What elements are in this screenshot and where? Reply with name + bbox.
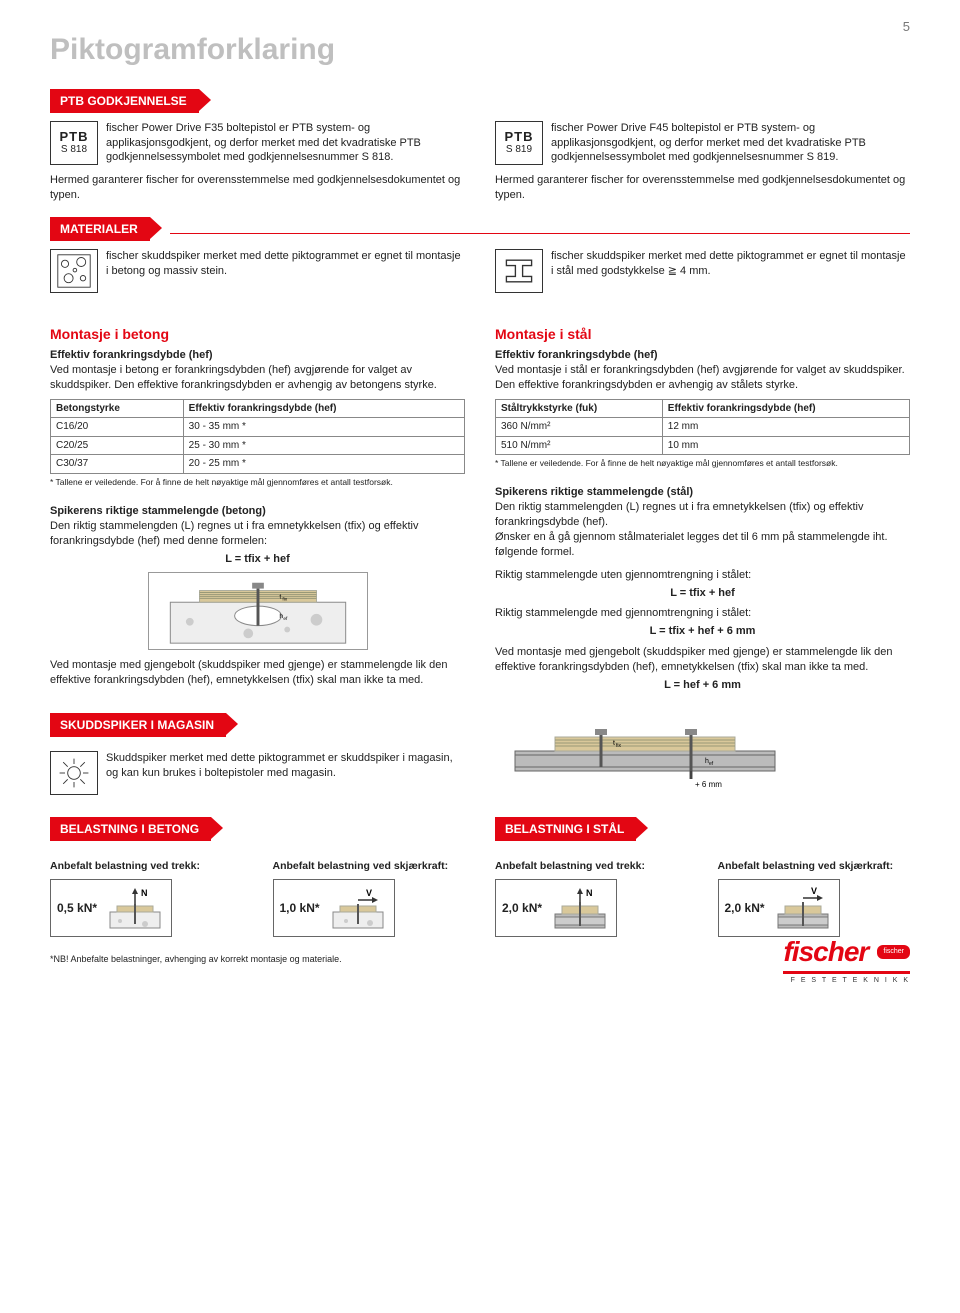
skjaer-label: Anbefalt belastning ved skjærkraft: <box>273 859 466 873</box>
materialer-section: MATERIALER fischer skuddspiker merket me… <box>50 217 910 301</box>
montasje-staal-heading: Montasje i stål <box>495 325 910 344</box>
magasin-section: SKUDDSPIKER I MAGASIN Skuddspiker merket… <box>50 713 910 803</box>
montasje-section: Montasje i betong Effektiv forankringsdy… <box>50 315 910 699</box>
belastning-betong-tag: BELASTNING I BETONG <box>50 817 211 841</box>
staal-table: Ståltrykkstyrke (fuk)Effektiv forankring… <box>495 399 910 456</box>
formula-betong: L = tfix + hef <box>50 552 465 567</box>
concrete-icon <box>50 249 98 293</box>
betong-cross-section-diagram: tfix hef <box>148 572 368 650</box>
th: Ståltrykkstyrke (fuk) <box>496 399 663 418</box>
spik-betong-text: Den riktig stammelengden (L) regnes ut i… <box>50 519 465 549</box>
ptb-code-top: PTB <box>505 129 534 145</box>
ptb-section: PTB GODKJENNELSE PTB S 818 fischer Power… <box>50 89 910 203</box>
kn-value: 2,0 kN* <box>502 900 542 916</box>
td: C30/37 <box>51 455 184 474</box>
kn-betong-trekk: 0,5 kN* N <box>50 879 172 937</box>
td: C20/25 <box>51 436 184 455</box>
td: 30 - 35 mm * <box>183 418 464 437</box>
fischer-logo: fischer fischer F E S T E T E K N I K K <box>783 933 910 985</box>
page-number: 5 <box>903 18 910 36</box>
td: 20 - 25 mm * <box>183 455 464 474</box>
magasin-text: Skuddspiker merket med dette piktogramme… <box>106 751 465 795</box>
kn-betong-skjaer: 1,0 kN* V <box>273 879 395 937</box>
ptb-left-text2: Hermed garanterer fischer for overensste… <box>50 173 465 203</box>
td: 10 mm <box>662 436 909 455</box>
ptb-code-bottom: S 818 <box>61 144 87 156</box>
logo-wordmark: fischer <box>783 936 868 967</box>
steel-beam-icon <box>495 249 543 293</box>
spik-staal-text: Den riktig stammelengden (L) regnes ut i… <box>495 500 910 530</box>
materialer-left-text: fischer skuddspiker merket med dette pik… <box>106 249 465 293</box>
belastning-section: BELASTNING I BETONG Anbefalt belastning … <box>50 817 910 937</box>
kn-staal-skjaer: 2,0 kN* V <box>718 879 840 937</box>
ptb-right-text: fischer Power Drive F45 boltepistol er P… <box>551 121 910 166</box>
montasje-betong-text: Ved montasje i betong er forankringsdybd… <box>50 363 465 393</box>
ptb-code-left: PTB S 818 <box>50 121 98 165</box>
staal-cross-section-diagram: tfix hef + 6 mm <box>495 717 910 795</box>
montasje-staal-text: Ved montasje i stål er forankringsdybden… <box>495 363 910 393</box>
svg-text:N: N <box>586 888 593 898</box>
magasin-heading-tag: SKUDDSPIKER I MAGASIN <box>50 713 226 737</box>
kn-value: 0,5 kN* <box>57 900 97 916</box>
svg-text:N: N <box>141 888 148 898</box>
ptb-code-top: PTB <box>60 129 89 145</box>
svg-text:V: V <box>811 886 817 896</box>
td: 510 N/mm² <box>496 436 663 455</box>
belastning-staal-tag: BELASTNING I STÅL <box>495 817 636 841</box>
svg-text:ef: ef <box>283 616 288 622</box>
svg-text:fix: fix <box>616 743 622 749</box>
spik-staal-heading: Spikerens riktige stammelengde (stål) <box>495 485 910 500</box>
td: 25 - 30 mm * <box>183 436 464 455</box>
gjenge-betong-text: Ved montasje med gjengebolt (skuddspiker… <box>50 658 465 688</box>
formula-staal-1: L = tfix + hef <box>495 586 910 601</box>
staal-rule2: Riktig stammelengde med gjennomtrengning… <box>495 606 910 621</box>
spik-staal-text2: Ønsker en å gå gjennom stålmaterialet le… <box>495 530 910 560</box>
red-divider <box>170 233 910 234</box>
ptb-right-text2: Hermed garanterer fischer for overensste… <box>495 173 910 203</box>
th: Effektiv forankringsdybde (hef) <box>183 399 464 418</box>
trekk-label: Anbefalt belastning ved trekk: <box>50 859 243 873</box>
staal-rule1: Riktig stammelengde uten gjennomtrengnin… <box>495 568 910 583</box>
betong-table: BetongstyrkeEffektiv forankringsdybde (h… <box>50 399 465 474</box>
staal-footnote: * Tallene er veiledende. For å finne de … <box>495 458 910 469</box>
ptb-code-bottom: S 819 <box>506 144 532 156</box>
formula-staal-2: L = tfix + hef + 6 mm <box>495 624 910 639</box>
kn-value: 2,0 kN* <box>725 900 765 916</box>
svg-text:t: t <box>279 594 281 601</box>
betong-footnote: * Tallene er veiledende. For å finne de … <box>50 477 465 488</box>
montasje-betong-heading: Montasje i betong <box>50 325 465 344</box>
logo-subline: F E S T E T E K N I K K <box>783 971 910 985</box>
footer-note: *NB! Anbefalte belastninger, avhenging a… <box>50 953 910 965</box>
td: 360 N/mm² <box>496 418 663 437</box>
svg-text:ef: ef <box>709 761 714 767</box>
kn-value: 1,0 kN* <box>280 900 320 916</box>
svg-text:fix: fix <box>282 597 287 603</box>
td: C16/20 <box>51 418 184 437</box>
th: Effektiv forankringsdybde (hef) <box>662 399 909 418</box>
magasin-icon <box>50 751 98 795</box>
formula-staal-3: L = hef + 6 mm <box>495 678 910 693</box>
svg-text:t: t <box>613 740 615 747</box>
kn-staal-trekk: 2,0 kN* N <box>495 879 617 937</box>
eff-forankring-betong-sub: Effektiv forankringsdybde (hef) <box>50 348 465 363</box>
svg-text:V: V <box>366 888 372 898</box>
page-title: Piktogramforklaring <box>50 30 910 71</box>
ptb-left-text: fischer Power Drive F35 boltepistol er P… <box>106 121 465 166</box>
eff-forankring-staal-sub: Effektiv forankringsdybde (hef) <box>495 348 910 363</box>
trekk-label: Anbefalt belastning ved trekk: <box>495 859 688 873</box>
td: 12 mm <box>662 418 909 437</box>
materialer-right-text: fischer skuddspiker merket med dette pik… <box>551 249 910 293</box>
skjaer-label: Anbefalt belastning ved skjærkraft: <box>718 859 911 873</box>
th: Betongstyrke <box>51 399 184 418</box>
spik-betong-heading: Spikerens riktige stammelengde (betong) <box>50 504 465 519</box>
logo-badge: fischer <box>877 945 910 958</box>
ptb-heading-tag: PTB GODKJENNELSE <box>50 89 199 113</box>
materialer-heading-tag: MATERIALER <box>50 217 150 241</box>
gjenge-staal-text: Ved montasje med gjengebolt (skuddspiker… <box>495 645 910 675</box>
ptb-code-right: PTB S 819 <box>495 121 543 165</box>
six-mm-label: + 6 mm <box>695 780 722 789</box>
